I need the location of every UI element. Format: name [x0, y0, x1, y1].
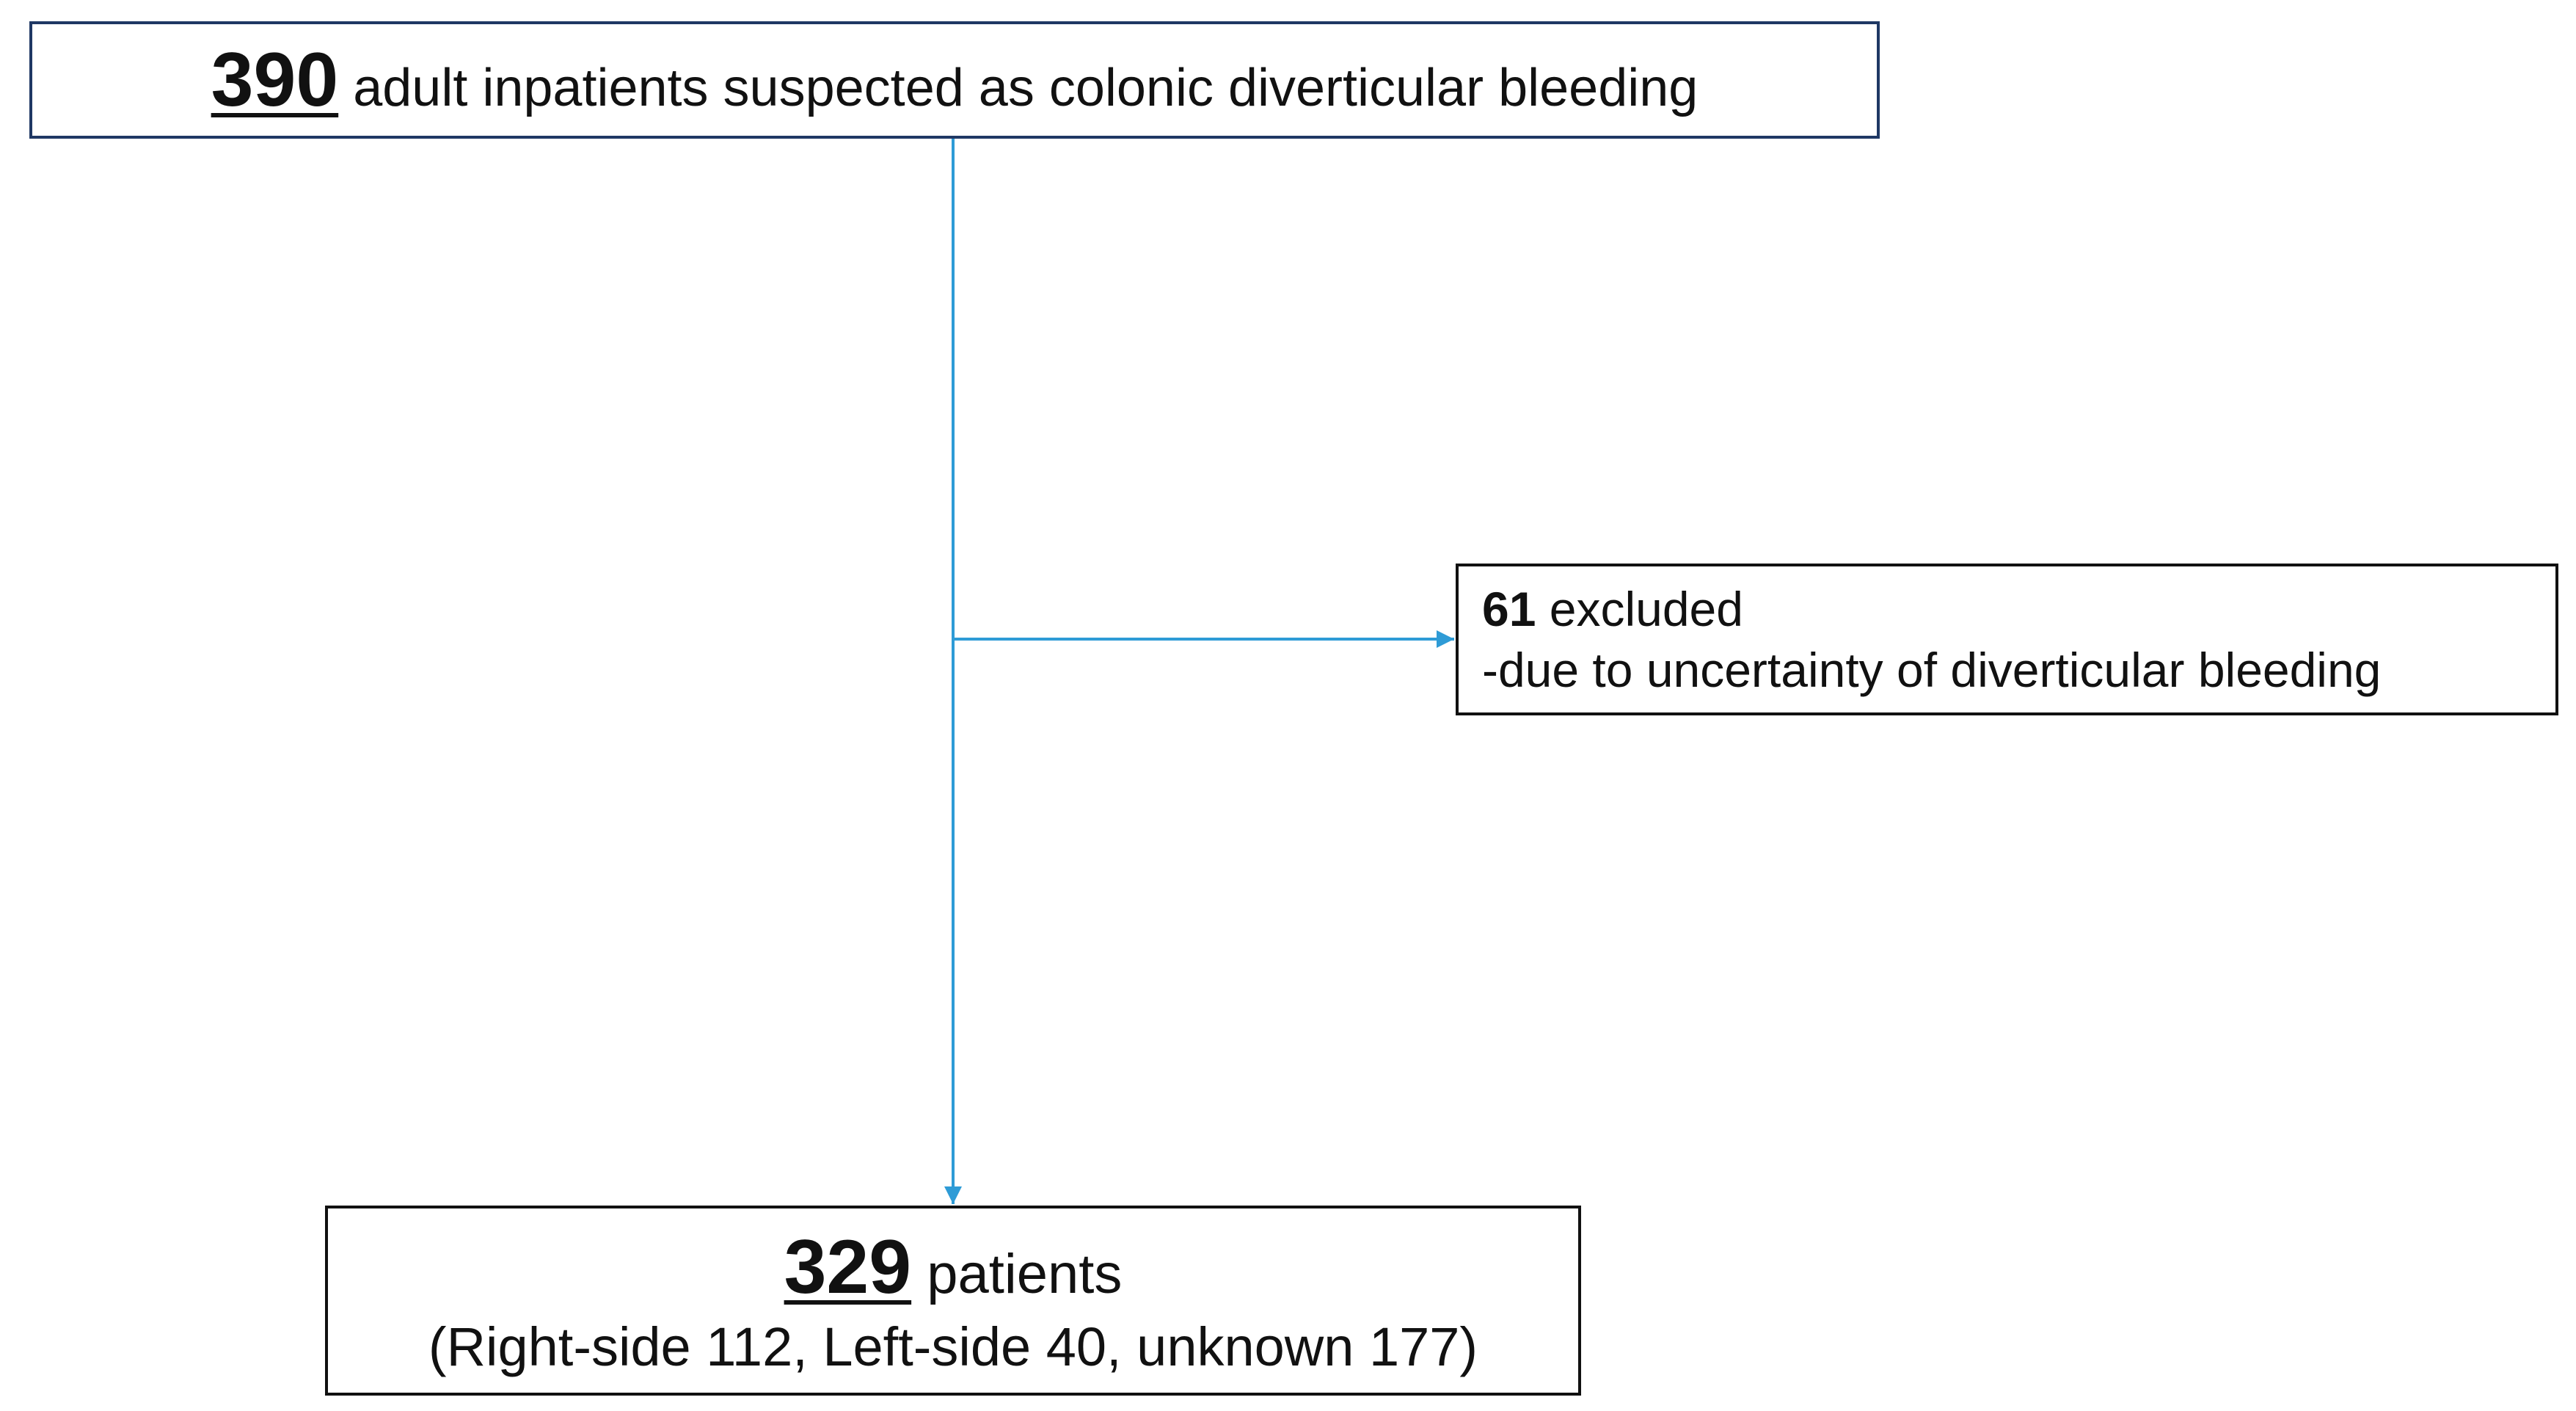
node-start: 390 adult inpatients suspected as coloni… [29, 21, 1880, 139]
node-text: 390 adult inpatients suspected as coloni… [211, 37, 1699, 124]
node-text: 329 patients [784, 1224, 1123, 1311]
node-excluded: 61 excluded -due to uncertainty of diver… [1456, 564, 2558, 715]
node-final: 329 patients (Right-side 112, Left-side … [325, 1206, 1581, 1396]
count: 390 [211, 37, 339, 123]
detail: (Right-side 112, Left-side 40, unknown 1… [428, 1316, 1478, 1377]
node-text: 61 excluded [1482, 579, 1743, 640]
detail: -due to uncertainty of diverticular blee… [1482, 642, 2382, 697]
label: adult inpatients suspected as colonic di… [353, 58, 1699, 117]
count: 329 [784, 1224, 912, 1310]
label: patients [927, 1242, 1123, 1305]
label: excluded [1549, 582, 1743, 636]
count: 61 [1482, 582, 1536, 636]
